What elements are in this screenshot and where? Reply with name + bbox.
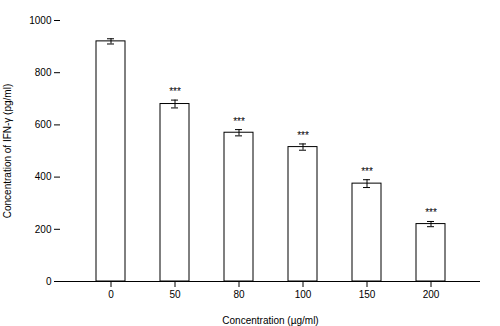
svg-text:800: 800 [35, 67, 52, 78]
svg-text:400: 400 [35, 171, 52, 182]
svg-text:***: *** [425, 207, 437, 218]
svg-text:200: 200 [35, 224, 52, 235]
svg-text:***: *** [297, 130, 309, 141]
svg-text:***: *** [169, 86, 181, 97]
svg-text:1000: 1000 [29, 15, 52, 26]
svg-text:0: 0 [46, 276, 52, 287]
svg-text:***: *** [361, 166, 373, 177]
svg-text:150: 150 [359, 289, 376, 300]
svg-text:100: 100 [295, 289, 312, 300]
svg-text:200: 200 [423, 289, 440, 300]
svg-text:Concentration of IFN-γ (pg/ml): Concentration of IFN-γ (pg/ml) [2, 84, 13, 219]
svg-text:Concentration (µg/ml): Concentration (µg/ml) [222, 315, 318, 326]
svg-text:0: 0 [108, 289, 114, 300]
svg-text:80: 80 [233, 289, 245, 300]
svg-text:50: 50 [169, 289, 181, 300]
svg-text:***: *** [233, 116, 245, 127]
svg-text:600: 600 [35, 119, 52, 130]
